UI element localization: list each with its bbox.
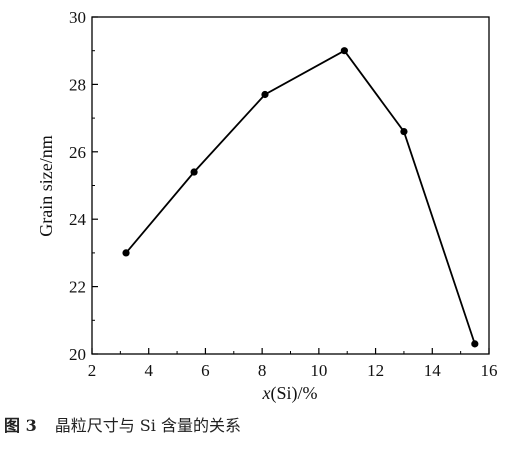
figure-caption: 图 3 晶粒尺寸与 Si 含量的关系 [4, 412, 241, 436]
plot-frame [91, 16, 490, 355]
x-tick-label: 8 [258, 361, 267, 380]
data-point [261, 90, 269, 99]
x-axis-label: x(Si)/% [262, 383, 318, 404]
y-tick-label: 20 [69, 345, 86, 364]
x-tick-label: 14 [424, 361, 442, 380]
x-axis-label-var: x [262, 383, 271, 403]
series-line [125, 49, 476, 345]
y-tick-label: 28 [69, 75, 86, 94]
x-tick-label: 12 [367, 361, 384, 380]
data-point [122, 249, 130, 257]
x-axis-label-unit: (Si)/% [271, 383, 318, 404]
data-point [400, 127, 408, 136]
x-tick-label: 6 [201, 361, 210, 380]
y-tick-label: 24 [69, 210, 87, 229]
axis-ticks [91, 16, 490, 355]
x-tick-label: 2 [88, 361, 97, 380]
x-tick-label: 16 [481, 361, 498, 380]
data-point [190, 168, 198, 176]
x-tick-label: 10 [310, 361, 327, 380]
figure-caption-text: 晶粒尺寸与 Si 含量的关系 [54, 416, 241, 435]
y-tick-label: 22 [69, 278, 86, 297]
y-tick-label: 30 [69, 8, 86, 27]
y-axis-label: Grain size/nm [36, 135, 56, 236]
data-point [471, 340, 479, 348]
y-tick-label: 26 [69, 143, 86, 162]
data-points [122, 47, 479, 348]
x-tick-label: 4 [144, 361, 153, 380]
data-point [340, 47, 348, 55]
figure-number: 图 3 [4, 416, 37, 435]
